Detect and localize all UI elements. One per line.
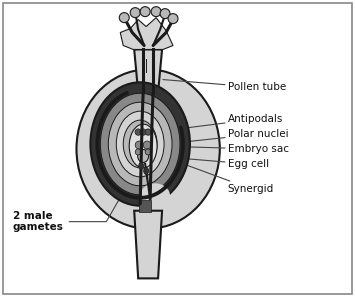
- Circle shape: [168, 14, 178, 23]
- Circle shape: [140, 7, 150, 17]
- Ellipse shape: [100, 93, 180, 195]
- Circle shape: [145, 149, 151, 155]
- Circle shape: [135, 129, 141, 135]
- Circle shape: [135, 141, 143, 149]
- Circle shape: [135, 149, 141, 155]
- Polygon shape: [120, 18, 173, 50]
- Ellipse shape: [76, 69, 220, 229]
- Ellipse shape: [139, 162, 144, 169]
- Text: 2 male
gametes: 2 male gametes: [13, 173, 134, 233]
- Circle shape: [130, 8, 140, 18]
- Text: Embryo sac: Embryo sac: [160, 144, 289, 154]
- FancyBboxPatch shape: [3, 3, 352, 294]
- Ellipse shape: [91, 82, 190, 206]
- Polygon shape: [134, 211, 162, 278]
- Text: Egg cell: Egg cell: [156, 156, 269, 169]
- Ellipse shape: [116, 111, 164, 177]
- Ellipse shape: [129, 124, 157, 168]
- Circle shape: [160, 9, 170, 19]
- Text: Antipodals: Antipodals: [156, 114, 283, 132]
- Ellipse shape: [144, 168, 149, 174]
- Ellipse shape: [108, 102, 172, 186]
- Circle shape: [140, 129, 146, 135]
- Circle shape: [143, 141, 151, 149]
- Text: Pollen tube: Pollen tube: [163, 80, 286, 92]
- Polygon shape: [134, 50, 162, 92]
- Ellipse shape: [123, 120, 157, 168]
- Text: Polar nuclei: Polar nuclei: [158, 129, 288, 145]
- Polygon shape: [132, 92, 164, 107]
- Ellipse shape: [140, 183, 170, 208]
- Circle shape: [145, 129, 151, 135]
- Ellipse shape: [138, 149, 149, 162]
- Circle shape: [151, 7, 161, 17]
- Polygon shape: [139, 200, 151, 212]
- Text: Synergid: Synergid: [154, 153, 274, 194]
- Circle shape: [119, 13, 129, 23]
